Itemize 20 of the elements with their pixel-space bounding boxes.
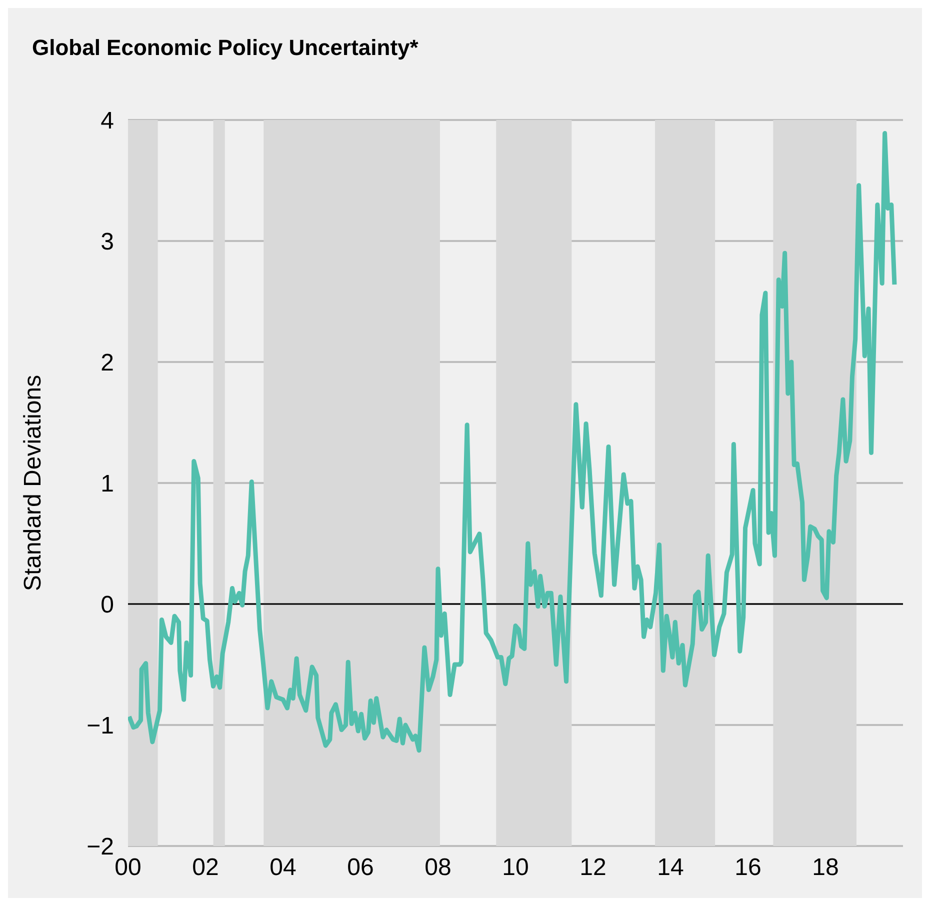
x-tick-label: 16 [734,854,762,882]
y-tick-label: 2 [100,350,114,377]
y-tick-label: 1 [100,470,114,498]
x-tick-label: 00 [114,854,142,882]
x-tick-label: 10 [502,854,529,882]
x-tick-label: 18 [812,854,839,882]
line-series [128,131,897,753]
x-tick-label: 02 [192,854,219,882]
y-tick-label: 3 [100,228,114,256]
x-tick-label: 08 [424,854,452,882]
x-tick-label: 12 [580,854,606,882]
x-tick-label: 06 [347,854,374,882]
chart-title: Global Economic Policy Uncertainty* [31,34,420,62]
y-tick-label: −1 [86,712,114,740]
y-tick-label: 4 [100,108,114,135]
y-tick-label: −2 [86,834,114,861]
y-tick-label: 0 [100,592,114,619]
x-tick-label: 04 [270,854,296,882]
y-axis-title: Standard Deviations [20,374,47,592]
x-tick-label: 14 [657,854,684,882]
